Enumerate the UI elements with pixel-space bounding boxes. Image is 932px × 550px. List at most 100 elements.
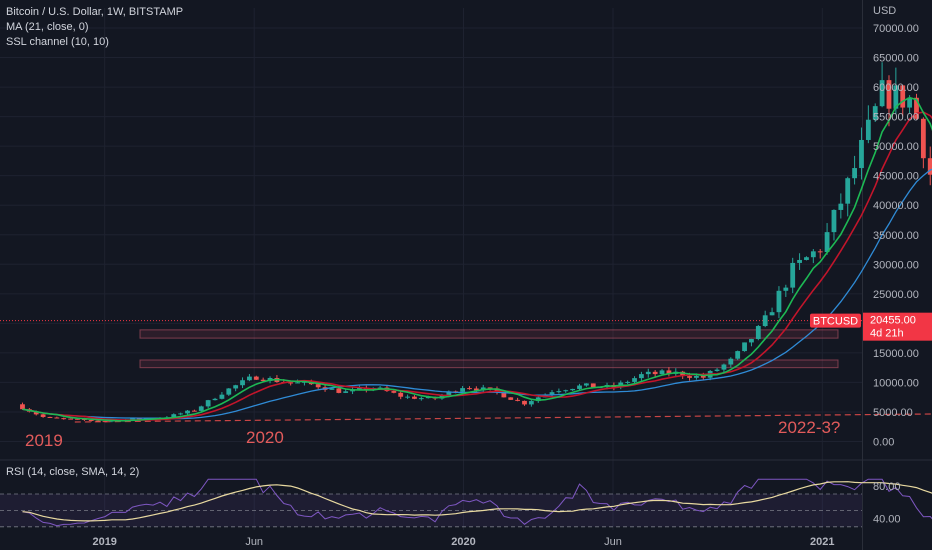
candle-body: [329, 388, 335, 390]
candle-body: [377, 387, 383, 389]
candle-body: [831, 209, 837, 233]
candle-body: [749, 338, 754, 343]
y-tick-label: 5000.00: [873, 407, 913, 419]
y-tick-label: 0.00: [873, 437, 894, 449]
x-tick-label: 2020: [451, 536, 475, 548]
candle-body: [253, 376, 259, 380]
support-zones: [139, 329, 839, 369]
candle-body: [219, 394, 225, 399]
ssl-down-line: [22, 111, 932, 421]
candle-body: [694, 375, 699, 378]
candle-body: [260, 379, 266, 381]
candle-body: [879, 80, 885, 107]
rsi-line: [22, 478, 932, 527]
candle-body: [893, 85, 899, 109]
candle-body: [95, 420, 101, 422]
ssl-up-line: [22, 96, 932, 422]
candle-body: [288, 382, 294, 384]
candle-body: [583, 383, 589, 386]
candle-body: [907, 97, 913, 108]
candle-body: [247, 376, 252, 381]
candle-body: [192, 410, 197, 412]
candle-body: [446, 391, 452, 396]
candle-body: [687, 376, 692, 378]
symbol-label: BTCUSD: [813, 316, 858, 328]
candle-body: [102, 421, 108, 423]
candle-body: [494, 388, 500, 393]
candle-body: [721, 364, 727, 370]
candle-body: [577, 385, 582, 389]
candle-body: [405, 396, 410, 398]
candle-body: [398, 392, 404, 397]
candle-body: [178, 413, 184, 415]
candle-body: [590, 383, 596, 388]
y-tick-label: 65000.00: [873, 53, 919, 65]
candle-body: [563, 390, 569, 392]
candle-body: [226, 388, 232, 395]
candle-body: [659, 370, 665, 375]
candle-body: [742, 342, 747, 352]
candle-body: [75, 418, 80, 420]
candle-body: [343, 391, 349, 393]
y-tick-label: 60000.00: [873, 82, 919, 94]
candle-body: [508, 397, 514, 400]
ssl-legend: SSL channel (10, 10): [6, 36, 109, 48]
y-tick-label: 55000.00: [873, 112, 919, 124]
candle-body: [865, 119, 871, 140]
candle-body: [824, 232, 830, 253]
candle-body: [487, 387, 493, 389]
axis-unit: USD: [873, 5, 896, 17]
candle-body: [40, 414, 46, 417]
candle-body: [625, 381, 631, 383]
y-tick-label: 30000.00: [873, 259, 919, 271]
candle-body: [205, 400, 211, 407]
candle-body: [501, 392, 507, 398]
ma-legend: MA (21, close, 0): [6, 21, 89, 33]
candle-body: [927, 158, 932, 175]
rsi-tick-label: 80.00: [873, 481, 901, 493]
candle-body: [315, 384, 321, 388]
candle-body: [185, 410, 190, 414]
candle-body: [680, 371, 686, 377]
candle-body: [33, 411, 39, 415]
candle-body: [755, 326, 761, 339]
candle-body: [391, 391, 397, 393]
candle-body: [645, 371, 651, 375]
ma-line: [22, 168, 932, 420]
candle-body: [515, 399, 521, 401]
candle-body: [914, 97, 919, 119]
candle-body: [136, 418, 142, 420]
y-tick-label: 25000.00: [873, 289, 919, 301]
time-axis: 2019Jun2020Jun2021Jun2022Jun2023Jun: [92, 536, 834, 548]
annotation-label: 2022-3?: [778, 418, 840, 437]
trend-line: [74, 413, 932, 423]
candle-body: [872, 106, 878, 120]
candle-body: [171, 414, 177, 418]
candle-body: [852, 168, 857, 179]
rsi-pane: 80.00 40.00: [0, 478, 932, 528]
candle-body: [535, 397, 541, 402]
candle-body: [845, 178, 851, 204]
candle-body: [528, 401, 534, 405]
candle-body: [233, 385, 239, 389]
annotation-label: 2020: [246, 428, 284, 447]
candle-body: [467, 388, 472, 390]
candle-body: [130, 418, 135, 420]
trend-lines: [0, 320, 932, 423]
candle-body: [198, 406, 204, 411]
support-zone: [139, 329, 839, 339]
y-tick-label: 15000.00: [873, 348, 919, 360]
support-zone: [139, 359, 839, 369]
candle-body: [357, 387, 362, 390]
y-tick-label: 10000.00: [873, 377, 919, 389]
candle-body: [556, 391, 562, 393]
candle-body: [54, 417, 60, 419]
candle-body: [666, 370, 672, 374]
indicator-lines: [22, 96, 932, 422]
y-tick-label: 45000.00: [873, 171, 919, 183]
candle-body: [212, 398, 218, 401]
candle-body: [776, 290, 782, 313]
candle-body: [797, 259, 802, 263]
